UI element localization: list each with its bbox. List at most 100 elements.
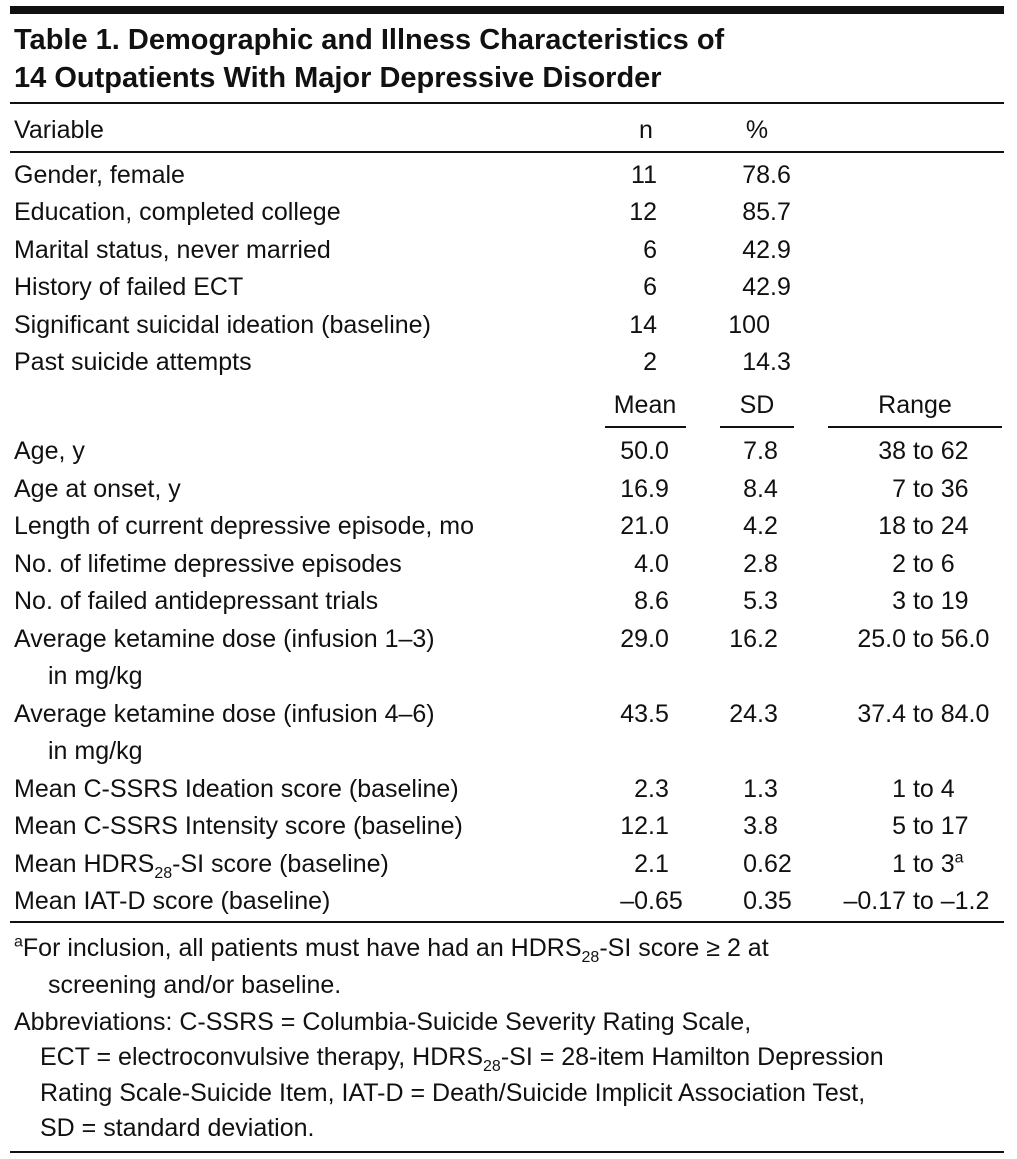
cell-sd: 0.35 <box>743 886 792 916</box>
cell-range: 25.0 to 56.0 <box>857 624 989 654</box>
text: -SI score ≥ 2 at <box>599 934 769 962</box>
text: 11 <box>631 161 657 189</box>
cell-percent: 42.9 <box>742 272 791 302</box>
cell-sd: 8.4 <box>743 474 778 504</box>
text: No. of failed antidepressant trials <box>14 587 379 615</box>
cell-mean: –0.65 <box>620 886 683 916</box>
cell-mean: 43.5 <box>620 699 669 729</box>
text: 0.35 <box>743 887 792 915</box>
text: 8.4 <box>743 474 778 503</box>
column-rule <box>605 426 686 428</box>
text: 6 <box>643 235 657 264</box>
text: Age at onset, y <box>14 474 181 503</box>
bottom-rule <box>10 1151 1004 1153</box>
row-label: in mg/kg <box>48 736 142 766</box>
text: Variable <box>14 116 104 144</box>
text: 3 to 19 <box>892 587 969 615</box>
cell-range: 7 to 36 <box>892 474 968 504</box>
rule <box>10 102 1004 104</box>
column-header: % <box>746 115 768 145</box>
cell-range: 37.4 to 84.0 <box>857 699 989 729</box>
text: 14 Outpatients With Major Depressive Dis… <box>14 62 662 94</box>
column-header: Variable <box>14 115 104 145</box>
text: 0.62 <box>743 849 792 878</box>
cell-percent: 14.3 <box>742 347 791 377</box>
text: Gender, female <box>14 161 185 189</box>
text: 29.0 <box>620 624 669 653</box>
row-label: Average ketamine dose (infusion 1–3) <box>14 624 435 654</box>
cell-range: 3 to 19 <box>892 586 968 616</box>
cell-n: 6 <box>643 272 657 302</box>
subscript: 28 <box>483 1058 501 1076</box>
cell-range: –0.17 to –1.2 <box>843 886 989 916</box>
row-label: History of failed ECT <box>14 272 243 302</box>
text: 12 <box>629 198 657 227</box>
text: Table 1. Demographic and Illness Charact… <box>14 24 725 56</box>
cell-percent: 78.6 <box>742 160 791 190</box>
text: 16.2 <box>729 624 778 653</box>
text: –0.65 <box>620 887 683 915</box>
footnote: SD = standard deviation. <box>40 1113 314 1143</box>
text: % <box>745 116 769 144</box>
cell-sd: 3.8 <box>743 811 778 841</box>
cell-n: 14 <box>629 310 657 340</box>
cell-n: 6 <box>643 235 657 265</box>
text: No. of lifetime depressive episodes <box>14 549 402 578</box>
text: Mean HDRS <box>14 849 155 878</box>
text: 21.0 <box>620 512 669 540</box>
text: 100 <box>728 310 770 339</box>
text: 25.0 to 56.0 <box>857 624 990 653</box>
text: 2.3 <box>634 774 669 803</box>
text: 2.8 <box>743 549 778 578</box>
text: 5.3 <box>743 587 778 615</box>
text: in mg/kg <box>48 662 143 690</box>
text: –0.17 to –1.2 <box>843 887 990 915</box>
table-title: Table 1. Demographic and Illness Charact… <box>14 23 724 57</box>
text: For inclusion, all patients must have ha… <box>22 934 582 962</box>
text: 43.5 <box>620 699 669 728</box>
text: Marital status, never married <box>14 235 331 264</box>
text: 8.6 <box>634 587 669 615</box>
text: 14.3 <box>742 348 791 376</box>
text: 7 to 36 <box>892 474 969 503</box>
row-label: Age at onset, y <box>14 474 181 504</box>
text: 85.7 <box>742 198 791 227</box>
row-label: Education, completed college <box>14 197 341 227</box>
footnote: screening and/or baseline. <box>48 970 341 1000</box>
text: SD = standard deviation. <box>40 1113 315 1142</box>
text: Abbreviations: C-SSRS = Columbia-Suicide… <box>14 1008 752 1036</box>
text: 3.8 <box>743 812 778 840</box>
cell-n: 2 <box>643 347 657 377</box>
text: Mean C-SSRS Ideation score (baseline) <box>14 774 459 803</box>
cell-sd: 7.8 <box>743 436 778 466</box>
row-label: Mean C-SSRS Intensity score (baseline) <box>14 811 463 841</box>
text: 14 <box>629 310 657 339</box>
cell-mean: 50.0 <box>620 436 669 466</box>
cell-n: 11 <box>631 160 657 190</box>
text: 50.0 <box>620 437 669 465</box>
cell-mean: 4.0 <box>634 549 669 579</box>
text: 16.9 <box>620 474 669 503</box>
text: SD <box>739 391 775 419</box>
text: 1.3 <box>743 774 778 803</box>
cell-mean: 21.0 <box>620 511 669 541</box>
cell-sd: 4.2 <box>743 511 778 541</box>
text: 2.1 <box>634 849 669 878</box>
cell-sd: 1.3 <box>743 774 778 804</box>
column-header: SD <box>740 390 775 420</box>
cell-range: 5 to 17 <box>892 811 968 841</box>
column-rule <box>828 426 1002 428</box>
row-label: No. of failed antidepressant trials <box>14 586 378 616</box>
text: 24.3 <box>729 699 778 728</box>
text: History of failed ECT <box>14 273 244 302</box>
text: Mean <box>613 391 677 419</box>
text: 7.8 <box>743 437 778 465</box>
text: 5 to 17 <box>892 812 969 840</box>
text: Mean C-SSRS Intensity score (baseline) <box>14 812 463 840</box>
text: Average ketamine dose (infusion 1–3) <box>14 624 435 653</box>
text: 2 to 6 <box>892 549 955 578</box>
cell-mean: 12.1 <box>620 811 669 841</box>
text: 42.9 <box>742 273 791 302</box>
cell-mean: 16.9 <box>620 474 669 504</box>
cell-range: 18 to 24 <box>878 511 968 541</box>
